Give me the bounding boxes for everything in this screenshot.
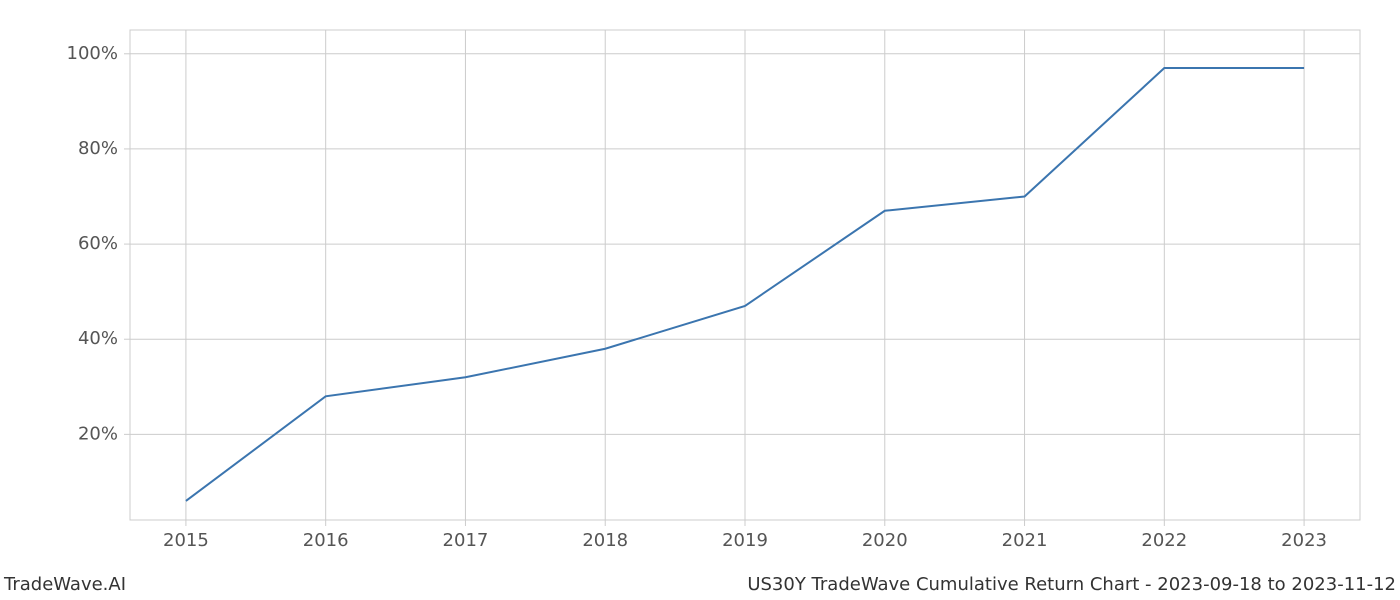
chart-container: 20% 40% 60% 80% 100% 2015 2016 2017 2018 2019 2020… <box>0 0 1400 600</box>
x-tick-label: 2015 <box>163 530 209 551</box>
chart-background <box>0 0 1400 600</box>
x-tick-label: 2021 <box>1002 530 1048 551</box>
x-tick-label: 2020 <box>862 530 908 551</box>
footer-right-label: US30Y TradeWave Cumulative Return Chart … <box>747 574 1396 595</box>
y-tick-label: 100% <box>67 43 118 64</box>
x-tick-label: 2023 <box>1281 530 1327 551</box>
x-tick-label: 2018 <box>582 530 628 551</box>
y-tick-label: 40% <box>78 328 118 349</box>
x-tick-label: 2022 <box>1141 530 1187 551</box>
x-tick-label: 2019 <box>722 530 768 551</box>
y-tick-label: 20% <box>78 423 118 444</box>
y-tick-label: 60% <box>78 233 118 254</box>
x-tick-label: 2016 <box>303 530 349 551</box>
y-tick-label: 80% <box>78 138 118 159</box>
line-chart: 20% 40% 60% 80% 100% 2015 2016 2017 2018 2019 2020… <box>0 0 1400 600</box>
footer-left-label: TradeWave.AI <box>3 574 126 595</box>
x-tick-label: 2017 <box>443 530 489 551</box>
